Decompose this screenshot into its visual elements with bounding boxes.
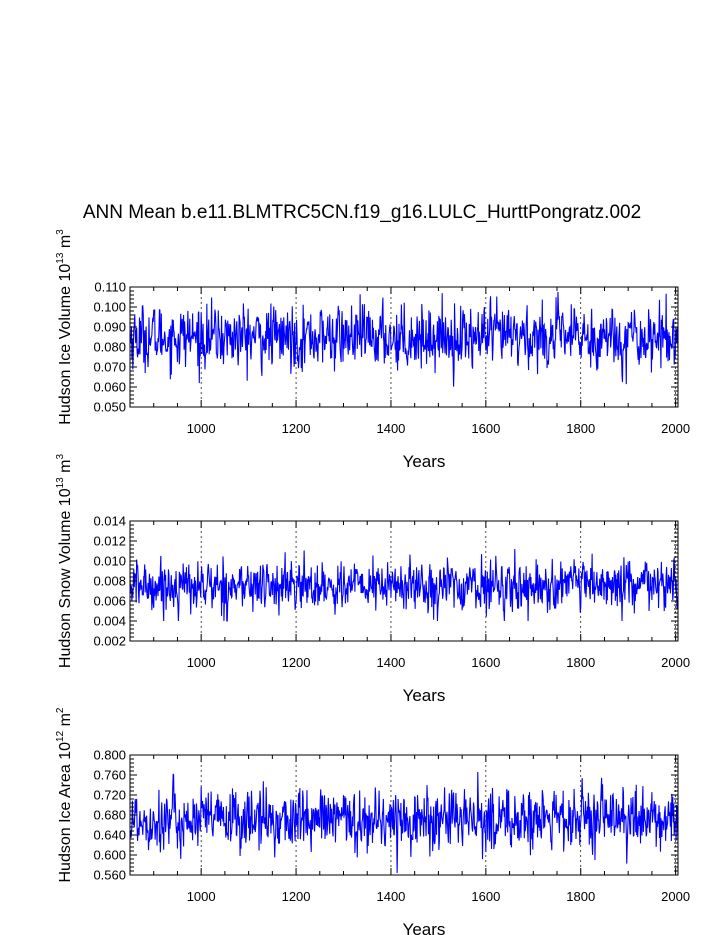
x-tick-label: 1800 — [566, 889, 595, 904]
x-tick-label: 2000 — [661, 655, 690, 670]
series-line — [130, 548, 678, 622]
x-tick-label: 1400 — [376, 655, 405, 670]
panel-1: 1000 1200 1400 1600 1800 2000 0.050 0.060 0.070 0… — [55, 229, 690, 471]
x-tick-label: 1600 — [471, 655, 500, 670]
x-axis-label: Years — [403, 920, 446, 935]
y-tick-label: 0.014 — [93, 514, 126, 529]
plot-frame — [129, 520, 679, 642]
y-axis-label: Hudson Ice Area 1012 m2 — [55, 707, 74, 882]
y-tick-label: 0.004 — [93, 614, 126, 629]
y-tick-label: 0.100 — [93, 300, 126, 315]
x-tick-label: 1000 — [187, 421, 216, 436]
figure-title: ANN Mean b.e11.BLMTRC5CN.f19_g16.LULC_Hu… — [83, 202, 641, 223]
y-tick-label: 0.002 — [93, 634, 126, 649]
y-tick-label: 0.060 — [93, 380, 126, 395]
x-tick-label: 1000 — [187, 889, 216, 904]
panels: 1000 1200 1400 1600 1800 2000 0.050 0.060 0.070 0… — [55, 229, 690, 935]
x-axis-label: Years — [403, 686, 446, 705]
x-tick-label: 2000 — [661, 889, 690, 904]
x-tick-label: 1400 — [376, 889, 405, 904]
panel-3: 1000 1200 1400 1600 1800 2000 0.560 0.600 0.640 0… — [55, 707, 690, 935]
x-tick-label: 1800 — [566, 421, 595, 436]
y-tick-label: 0.600 — [93, 848, 126, 863]
x-axis-label: Years — [403, 452, 446, 471]
x-tick-label: 1200 — [282, 889, 311, 904]
y-tick-label: 0.090 — [93, 320, 126, 335]
x-tick-label: 1600 — [471, 421, 500, 436]
y-tick-label: 0.080 — [93, 340, 126, 355]
y-tick-label: 0.560 — [93, 868, 126, 883]
x-tick-label: 2000 — [661, 421, 690, 436]
y-axis-label: Hudson Ice Volume 1013 m3 — [55, 229, 74, 425]
y-tick-label: 0.110 — [94, 280, 126, 295]
y-tick-label: 0.050 — [93, 400, 126, 415]
y-tick-label: 0.640 — [93, 828, 126, 843]
y-tick-label: 0.720 — [93, 788, 126, 803]
x-tick-label: 1200 — [282, 655, 311, 670]
y-tick-label: 0.008 — [93, 574, 126, 589]
x-tick-label: 1400 — [376, 421, 405, 436]
y-tick-label: 0.680 — [93, 808, 126, 823]
series-line — [130, 771, 678, 874]
x-tick-label: 1600 — [471, 889, 500, 904]
series-line — [130, 291, 678, 387]
y-tick-label: 0.800 — [93, 748, 126, 763]
x-tick-label: 1200 — [282, 421, 311, 436]
x-tick-label: 1800 — [566, 655, 595, 670]
panel-2: 1000 1200 1400 1600 1800 2000 0.002 0.004 0.006 0… — [55, 453, 690, 705]
y-tick-label: 0.760 — [93, 768, 126, 783]
y-axis-label: Hudson Snow Volume 1013 m3 — [55, 453, 74, 668]
y-tick-label: 0.012 — [93, 534, 126, 549]
x-tick-label: 1000 — [187, 655, 216, 670]
y-tick-label: 0.010 — [93, 554, 126, 569]
y-tick-label: 0.006 — [93, 594, 126, 609]
y-tick-label: 0.070 — [93, 360, 126, 375]
